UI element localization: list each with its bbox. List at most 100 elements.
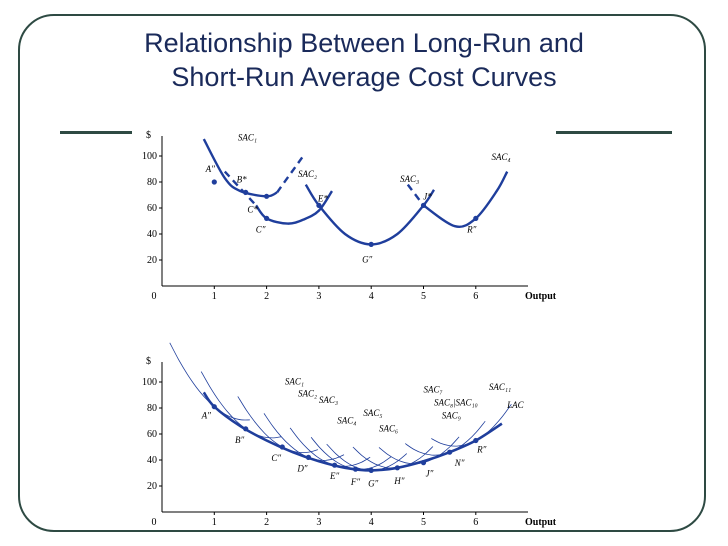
curve-label-bottom-8: SAC₉ bbox=[442, 410, 461, 420]
y-tick-label-1-4: 100 bbox=[142, 377, 157, 388]
curve-label-bottom-2: SAC₃ bbox=[319, 395, 338, 405]
curve-label-bottom-5: SAC₆ bbox=[379, 423, 398, 433]
data-point-bottom-5 bbox=[352, 466, 359, 472]
series-line-top-3 bbox=[422, 171, 509, 228]
y-tick-label-0-3: 80 bbox=[147, 177, 157, 188]
lac-chart-bottom: $20 40 60 80 100 0 1 2 3 4 5 6 Output A″ B″ C″ D″ E″ F″ G″ H… bbox=[142, 342, 557, 528]
x-tick-label-1-6: 6 bbox=[473, 517, 478, 528]
y-tick-label-0-1: 40 bbox=[147, 229, 157, 240]
curve-label-top-0: SAC₁ bbox=[238, 132, 257, 142]
sac-curve-bottom-2 bbox=[237, 396, 319, 453]
data-point-bottom-3 bbox=[305, 454, 312, 460]
point-label-bottom-6: G″ bbox=[368, 478, 378, 488]
point-label-bottom-9: N″ bbox=[454, 458, 465, 468]
series-line-top-0 bbox=[202, 138, 278, 198]
point-label-bottom-0: A″ bbox=[201, 411, 211, 421]
curve-label-bottom-7: SAC₈|SAC₁₀ bbox=[434, 397, 478, 407]
point-label-bottom-3: D″ bbox=[296, 463, 307, 473]
point-label-bottom-1: B″ bbox=[235, 435, 244, 445]
x-tick-label-1-5: 5 bbox=[421, 517, 426, 528]
sac-curve-bottom-0 bbox=[169, 342, 250, 421]
x-tick-label-0-5: 5 bbox=[421, 291, 426, 302]
data-point-bottom-10 bbox=[473, 437, 479, 444]
data-point-bottom-2 bbox=[279, 444, 285, 450]
point-label-bottom-10: R″ bbox=[476, 445, 486, 455]
x-axis-title-0: Output bbox=[525, 291, 557, 302]
point-label-bottom-4: E″ bbox=[329, 471, 339, 481]
curve-label-bottom-10: LAC bbox=[506, 400, 525, 410]
curve-label-bottom-6: SAC₇ bbox=[424, 384, 443, 394]
x-tick-label-0-0: 0 bbox=[152, 291, 157, 302]
sac-chart-top: $20 40 60 80 100 0 1 2 3 4 5 6 Output A″ B* C* C″ E* G″ J* R… bbox=[142, 130, 557, 302]
y-tick-label-0-4: 100 bbox=[142, 151, 157, 162]
x-tick-label-0-1: 1 bbox=[212, 291, 217, 302]
point-label-top-0: A″ bbox=[205, 164, 215, 174]
x-tick-label-1-2: 2 bbox=[264, 517, 269, 528]
x-tick-label-1-3: 3 bbox=[316, 517, 321, 528]
data-point-top-5 bbox=[368, 241, 374, 247]
curve-label-bottom-0: SAC₁ bbox=[285, 377, 304, 387]
slide-title-line-2: Short-Run Average Cost Curves bbox=[171, 62, 557, 92]
y-tick-label-1-1: 40 bbox=[147, 455, 157, 466]
point-label-bottom-8: J″ bbox=[426, 469, 434, 479]
point-label-top-3: C″ bbox=[256, 224, 266, 234]
point-label-bottom-7: H″ bbox=[393, 476, 404, 486]
data-point-top-1 bbox=[243, 189, 249, 195]
x-tick-label-0-3: 3 bbox=[316, 291, 321, 302]
sac-curve-bottom-8 bbox=[378, 436, 460, 465]
x-tick-label-1-0: 0 bbox=[152, 517, 157, 528]
data-point-bottom-7 bbox=[394, 465, 400, 471]
data-point-top-0 bbox=[211, 179, 217, 185]
point-label-top-4: E* bbox=[317, 193, 328, 203]
point-label-top-6: J* bbox=[423, 191, 432, 201]
curve-label-bottom-9: SAC₁₁ bbox=[489, 382, 511, 392]
data-point-bottom-8 bbox=[420, 460, 427, 466]
x-tick-label-1-1: 1 bbox=[212, 517, 217, 528]
data-point-top-4 bbox=[316, 202, 322, 208]
data-point-top-2 bbox=[264, 193, 270, 199]
series-dashed-top-0 bbox=[276, 155, 305, 194]
slide-title: Relationship Between Long-Run and Short-… bbox=[40, 26, 688, 94]
y-tick-label-1-3: 80 bbox=[147, 403, 157, 414]
data-point-top-3 bbox=[264, 215, 270, 221]
y-tick-label-1-2: 60 bbox=[147, 429, 157, 440]
y-unit-label-1: $ bbox=[146, 356, 151, 367]
y-tick-label-0-0: 20 bbox=[147, 255, 157, 266]
slide-frame bbox=[18, 14, 706, 532]
data-point-bottom-6 bbox=[368, 467, 374, 473]
series-dashed-top-2 bbox=[406, 183, 425, 207]
curve-label-top-1: SAC₂ bbox=[298, 169, 317, 179]
title-rule-right bbox=[556, 131, 672, 134]
y-tick-label-0-2: 60 bbox=[147, 203, 157, 214]
point-label-top-7: R″ bbox=[466, 224, 476, 234]
title-rule-left bbox=[60, 131, 132, 134]
data-point-top-6 bbox=[420, 202, 427, 208]
x-tick-label-0-6: 6 bbox=[473, 291, 478, 302]
x-tick-label-0-2: 2 bbox=[264, 291, 269, 302]
point-label-bottom-2: C″ bbox=[271, 453, 281, 463]
x-tick-label-1-4: 4 bbox=[369, 517, 374, 528]
data-point-top-7 bbox=[473, 215, 479, 221]
data-point-bottom-1 bbox=[243, 426, 249, 432]
data-point-bottom-4 bbox=[331, 462, 338, 468]
sac-curve-bottom-4 bbox=[289, 427, 371, 467]
y-unit-label-0: $ bbox=[146, 130, 151, 141]
slide-title-line-1: Relationship Between Long-Run and bbox=[144, 28, 584, 58]
data-point-bottom-0 bbox=[211, 404, 217, 410]
sac-curve-bottom-9 bbox=[404, 420, 486, 456]
curve-label-top-2: SAC₃ bbox=[400, 174, 419, 184]
point-label-bottom-5: F″ bbox=[350, 477, 360, 487]
series-dashed-top-1 bbox=[223, 170, 257, 207]
data-point-bottom-9 bbox=[447, 449, 453, 455]
x-axis-title-1: Output bbox=[525, 517, 557, 528]
x-tick-label-0-4: 4 bbox=[369, 291, 374, 302]
point-label-top-2: C* bbox=[247, 204, 258, 214]
curve-label-bottom-1: SAC₂ bbox=[298, 388, 317, 398]
point-label-top-1: B* bbox=[237, 174, 247, 184]
curve-label-bottom-4: SAC₅ bbox=[363, 408, 382, 418]
point-label-top-5: G″ bbox=[362, 254, 372, 264]
y-tick-label-1-0: 20 bbox=[147, 481, 157, 492]
curve-label-bottom-3: SAC₄ bbox=[337, 416, 356, 426]
curve-label-top-3: SAC₄ bbox=[491, 152, 510, 162]
